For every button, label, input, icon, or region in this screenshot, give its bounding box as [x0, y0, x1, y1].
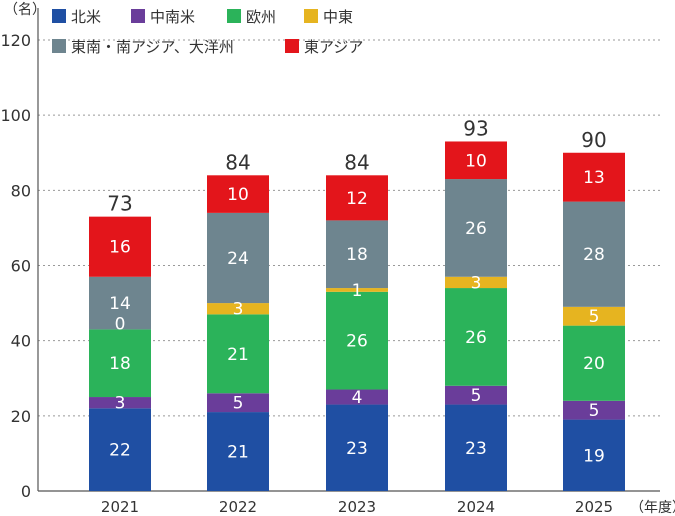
legend-swatch — [131, 9, 145, 23]
y-tick-label: 40 — [11, 332, 31, 351]
bar-segment — [445, 404, 507, 491]
bar-segment — [563, 400, 625, 420]
bar-segment — [89, 329, 151, 398]
y-tick-label: 120 — [0, 31, 31, 50]
bar-segment — [326, 404, 388, 491]
legend-label: 中南米 — [150, 8, 195, 26]
segment-label: 10 — [465, 151, 487, 171]
segment-label: 5 — [233, 394, 244, 414]
bar-segment — [326, 291, 388, 390]
bar-segment — [207, 303, 269, 315]
bar-segment — [207, 393, 269, 413]
bar-segment — [445, 141, 507, 180]
segment-label: 23 — [465, 439, 487, 459]
bar-segment — [563, 152, 625, 202]
y-tick-label: 80 — [11, 181, 31, 200]
bars — [89, 141, 625, 491]
segment-label: 10 — [227, 185, 249, 205]
segment-label: 21 — [227, 345, 249, 365]
segment-label: 18 — [346, 245, 368, 265]
total-label: 90 — [581, 128, 606, 152]
x-tick-label: 2022 — [219, 498, 257, 516]
segment-label: 28 — [583, 245, 605, 265]
segment-label: 5 — [471, 386, 482, 406]
y-tick-label: 100 — [0, 106, 31, 125]
segment-label: 19 — [583, 446, 605, 466]
legend-swatch — [52, 39, 66, 53]
segment-label: 21 — [227, 443, 249, 463]
legend-label: 欧州 — [246, 8, 276, 26]
data-labels: 22 3 18 014 16 73 2021 21 5 21 3 24 10 84 2022 23 4 26 1 18… — [101, 116, 613, 516]
segment-label: 3 — [233, 300, 244, 320]
segment-label: 26 — [346, 332, 368, 352]
x-tick-label: 2025 — [575, 498, 613, 516]
bar-segment — [207, 314, 269, 394]
x-axis-unit: （年度） — [630, 500, 675, 516]
bar-segment — [563, 325, 625, 401]
bar-segment — [207, 175, 269, 213]
y-axis-unit: （名） — [4, 2, 46, 18]
bar-segment — [326, 220, 388, 289]
segment-label: 12 — [346, 189, 368, 209]
segment-label: 0 — [115, 314, 126, 334]
segment-label: 23 — [346, 439, 368, 459]
legend-swatch — [304, 9, 318, 23]
bar-segment — [445, 385, 507, 405]
segment-label: 13 — [583, 168, 605, 188]
segment-label: 26 — [465, 219, 487, 239]
bar-segment — [445, 276, 507, 289]
legend-swatch — [227, 9, 241, 23]
y-tick-label: 60 — [11, 257, 31, 276]
segment-label: 1 — [352, 281, 363, 301]
bar-segment — [445, 179, 507, 277]
segment-label: 16 — [109, 238, 131, 258]
bar-segment — [326, 175, 388, 221]
total-label: 84 — [344, 150, 369, 174]
legend-swatch — [52, 9, 66, 23]
bar-segment — [326, 288, 388, 292]
segment-label: 4 — [352, 388, 363, 408]
total-label: 84 — [225, 150, 250, 174]
y-axis: 0 20 40 60 80 100 120 — [0, 8, 39, 501]
x-tick-label: 2024 — [457, 498, 495, 516]
bar-segment — [326, 389, 388, 405]
x-tick-label: 2023 — [338, 498, 376, 516]
x-tick-label: 2021 — [101, 498, 139, 516]
y-tick-label: 20 — [11, 407, 31, 426]
segment-label: 3 — [471, 273, 482, 293]
segment-label: 20 — [583, 354, 605, 374]
segment-label: 26 — [465, 328, 487, 348]
bar-segment — [563, 306, 625, 326]
legend-swatch — [285, 39, 299, 53]
y-tick-label: 0 — [21, 482, 31, 501]
segment-label: 18 — [109, 354, 131, 374]
bar-segment — [207, 412, 269, 491]
bar-segment — [89, 397, 151, 409]
bar-segment — [207, 212, 269, 304]
bar-segment — [445, 288, 507, 386]
bar-segment — [89, 276, 151, 330]
segment-label: 24 — [227, 249, 249, 269]
total-label: 73 — [107, 192, 132, 216]
segment-label: 22 — [109, 441, 131, 461]
segment-label: 14 — [109, 294, 131, 314]
total-label: 93 — [463, 116, 488, 140]
segment-label: 3 — [115, 394, 126, 414]
legend-label: 東アジア — [304, 38, 363, 56]
bar-segment — [89, 408, 151, 491]
legend-label: 中東 — [323, 8, 353, 26]
bar-segment — [563, 201, 625, 307]
segment-label: 5 — [589, 401, 600, 421]
bar-segment — [563, 419, 625, 491]
legend-label: 東南・南アジア、大洋州 — [71, 38, 234, 56]
bar-segment — [89, 216, 151, 277]
legend-label: 北米 — [71, 8, 101, 26]
segment-label: 5 — [589, 307, 600, 327]
